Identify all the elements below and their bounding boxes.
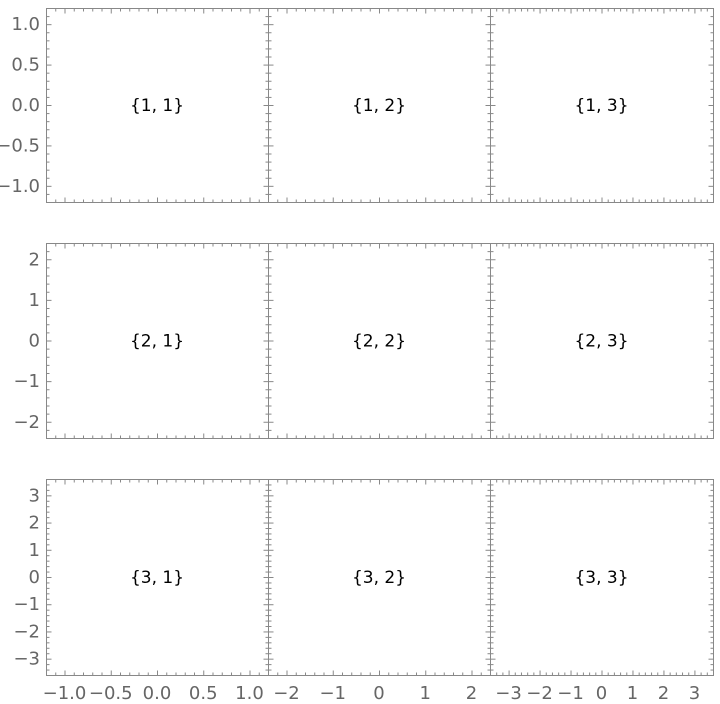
y-tick-label: 0.0: [11, 95, 40, 116]
x-tick-label: 1.0: [235, 683, 264, 704]
x-tick-label: 2: [466, 683, 477, 704]
x-tick-label: 0: [596, 683, 607, 704]
y-tick-label: −2: [13, 621, 40, 642]
panel-label: {1, 1}: [130, 96, 184, 116]
x-tick-label: −3: [495, 683, 522, 704]
panel-label: {2, 1}: [130, 332, 184, 352]
y-tick-label: 0: [29, 567, 40, 588]
panel-label: {1, 2}: [352, 96, 406, 116]
panel-label: {3, 1}: [130, 568, 184, 588]
x-tick-label: −2: [273, 683, 300, 704]
x-tick-label: 0: [373, 683, 384, 704]
x-tick-label: −0.5: [89, 683, 133, 704]
y-tick-label: −0.5: [0, 135, 40, 156]
y-tick-label: −1: [13, 371, 40, 392]
y-tick-label: −2: [13, 412, 40, 433]
panel-label: {2, 3}: [574, 332, 628, 352]
x-tick-label: 0.0: [143, 683, 172, 704]
y-tick-label: 0: [29, 331, 40, 352]
y-tick-label: 2: [29, 513, 40, 534]
x-tick-label: −1: [319, 683, 346, 704]
x-tick-label: −1.0: [43, 683, 87, 704]
x-tick-label: 2: [658, 683, 669, 704]
y-tick-label: 1.0: [11, 14, 40, 35]
panel-label: {3, 3}: [574, 568, 628, 588]
y-tick-label: 2: [29, 249, 40, 270]
panel-label: {3, 2}: [352, 568, 406, 588]
y-tick-label: −1.0: [0, 176, 40, 197]
panel-label: {1, 3}: [574, 96, 628, 116]
x-tick-label: 1: [627, 683, 638, 704]
x-tick-label: −2: [526, 683, 553, 704]
x-tick-label: 0.5: [189, 683, 218, 704]
y-tick-label: −1: [13, 594, 40, 615]
y-tick-label: −3: [13, 649, 40, 670]
y-tick-label: 0.5: [11, 55, 40, 76]
x-tick-label: −1: [557, 683, 584, 704]
y-tick-label: 1: [29, 540, 40, 561]
x-tick-label: 3: [689, 683, 700, 704]
panel-label: {2, 2}: [352, 332, 406, 352]
y-tick-label: 3: [29, 485, 40, 506]
x-tick-label: 1: [420, 683, 431, 704]
y-tick-label: 1: [29, 290, 40, 311]
